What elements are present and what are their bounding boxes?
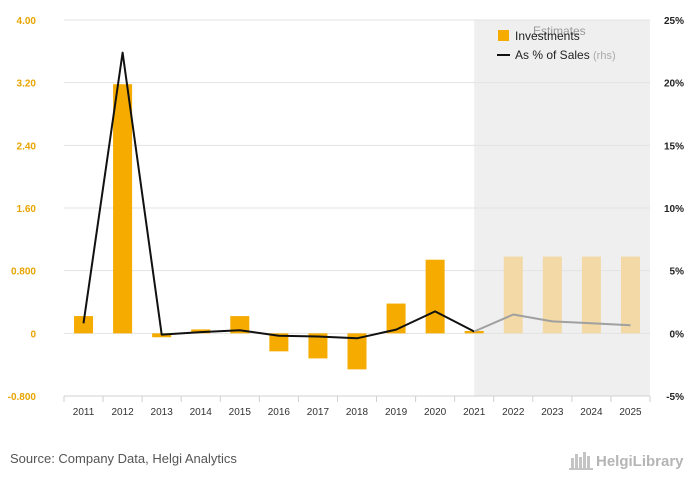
left-axis-tick-label: 2.40 <box>17 141 37 152</box>
x-axis-tick-label: 2023 <box>541 407 564 418</box>
bar-investments-2019 <box>386 303 406 334</box>
legend-label-rhs: (rhs) <box>593 50 616 62</box>
x-axis-tick-label: 2019 <box>385 407 408 418</box>
right-axis-tick-label: 25% <box>664 16 684 27</box>
left-axis-tick-label: -0.800 <box>8 392 37 403</box>
line-sales-pct-estimate <box>473 313 631 333</box>
x-axis-tick-label: 2014 <box>190 407 213 418</box>
bar-investments-2018 <box>347 333 367 370</box>
bar-investments-2012 <box>113 84 133 334</box>
legend-label-sales-pct: As % of Sales <box>515 48 590 62</box>
x-axis-tick-label: 2013 <box>151 407 174 418</box>
helgi-library-logo: HelgiLibrary <box>569 452 684 470</box>
left-axis-tick-label: 0.800 <box>11 267 36 278</box>
bar-investments-2023 <box>542 256 562 334</box>
bar-investments-2017 <box>308 333 328 359</box>
x-axis-tick-label: 2016 <box>268 407 291 418</box>
bar-investments-2020 <box>425 259 445 334</box>
legend: Estimates Investments As % of Sales (rhs… <box>497 24 616 62</box>
left-axis-tick-label: 4.00 <box>17 16 37 27</box>
bar-investments-2022 <box>503 256 523 334</box>
right-axis-tick-label: 10% <box>664 204 684 215</box>
x-axis-tick-label: 2017 <box>307 407 330 418</box>
right-axis-tick-label: 20% <box>664 79 684 90</box>
x-axis-tick-label: 2025 <box>619 407 642 418</box>
x-axis-tick-label: 2022 <box>502 407 525 418</box>
source-note: Source: Company Data, Helgi Analytics <box>10 451 237 466</box>
legend-label-investments: Investments <box>515 29 580 43</box>
bar-investments-2024 <box>581 256 601 334</box>
bar-investments-2025 <box>620 256 640 334</box>
x-axis-tick-label: 2018 <box>346 407 369 418</box>
left-axis-tick-label: 1.60 <box>17 204 37 215</box>
x-axis-tick-label: 2012 <box>111 407 134 418</box>
bar-investments-2011 <box>74 316 94 334</box>
bar-investments-2016 <box>269 333 289 352</box>
line-sales-pct-actual <box>82 51 475 340</box>
logo-text: HelgiLibrary <box>596 453 684 470</box>
legend-swatch-investments <box>498 30 509 41</box>
left-axis-tick-label: 0 <box>30 329 36 340</box>
x-axis-tick-label: 2024 <box>580 407 603 418</box>
x-axis-tick-label: 2020 <box>424 407 447 418</box>
right-axis-tick-label: -5% <box>666 392 684 403</box>
right-axis-tick-label: 15% <box>664 141 684 152</box>
left-axis-tick-label: 3.20 <box>17 79 37 90</box>
bar-investments-2015 <box>230 316 250 334</box>
estimates-label: Estimates <box>533 24 586 38</box>
right-axis-tick-label: 5% <box>670 267 685 278</box>
x-axis-tick-label: 2015 <box>229 407 252 418</box>
x-axis-tick-label: 2021 <box>463 407 486 418</box>
right-axis-tick-label: 0% <box>670 329 685 340</box>
bar-investments-2021 <box>464 330 484 334</box>
x-axis-tick-label: 2011 <box>73 407 95 418</box>
